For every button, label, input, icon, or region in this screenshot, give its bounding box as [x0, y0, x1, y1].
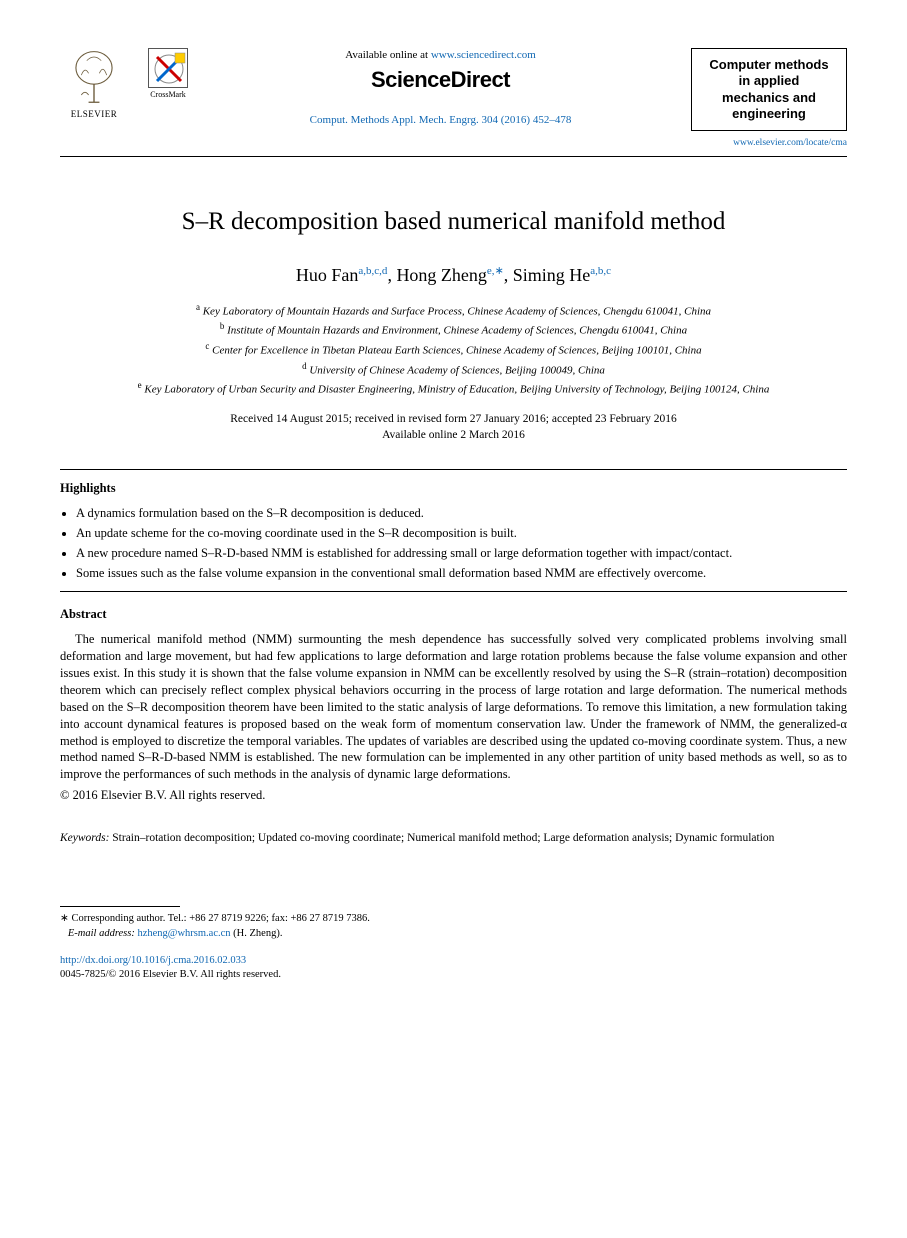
abstract-text: The numerical manifold method (NMM) surm… — [60, 631, 847, 783]
affiliation: Key Laboratory of Mountain Hazards and S… — [203, 306, 711, 318]
article-dates: Received 14 August 2015; received in rev… — [60, 411, 847, 443]
issn-copyright: 0045-7825/© 2016 Elsevier B.V. All right… — [60, 968, 847, 983]
highlights-heading: Highlights — [60, 480, 847, 497]
dates-online: Available online 2 March 2016 — [60, 427, 847, 443]
journal-line: in applied — [698, 73, 840, 89]
affiliation: University of Chinese Academy of Science… — [309, 364, 605, 376]
section-rule — [60, 469, 847, 470]
abstract-section: Abstract The numerical manifold method (… — [60, 606, 847, 804]
sciencedirect-url[interactable]: www.sciencedirect.com — [431, 49, 536, 61]
author-affil-sup: a,b,c — [590, 265, 611, 277]
affiliation: Institute of Mountain Hazards and Enviro… — [227, 325, 687, 337]
header-right: Computer methods in applied mechanics an… — [691, 48, 847, 150]
crossmark-label: CrossMark — [146, 90, 190, 101]
abstract-copyright: © 2016 Elsevier B.V. All rights reserved… — [60, 787, 847, 804]
highlight-item: A new procedure named S–R-D-based NMM is… — [76, 545, 847, 562]
elsevier-tree-icon — [64, 48, 124, 106]
author-affil-sup: e, — [487, 265, 495, 277]
article-title: S–R decomposition based numerical manifo… — [60, 205, 847, 239]
citation-link[interactable]: Comput. Methods Appl. Mech. Engrg. 304 (… — [310, 114, 572, 126]
footnote-star: ∗ — [60, 913, 69, 924]
sciencedirect-brand: ScienceDirect — [190, 65, 691, 95]
doi-block: http://dx.doi.org/10.1016/j.cma.2016.02.… — [60, 954, 847, 983]
elsevier-logo: ELSEVIER — [60, 48, 128, 120]
highlights-list: A dynamics formulation based on the S–R … — [60, 505, 847, 582]
section-rule — [60, 591, 847, 592]
author-name: Hong Zheng — [396, 265, 486, 285]
citation-line: Comput. Methods Appl. Mech. Engrg. 304 (… — [190, 113, 691, 128]
dates-received: Received 14 August 2015; received in rev… — [60, 411, 847, 427]
author-name: Huo Fan — [296, 265, 359, 285]
keywords-section: Keywords: Strain–rotation decomposition;… — [60, 830, 847, 846]
journal-line: mechanics and — [698, 90, 840, 106]
availability-line: Available online at www.sciencedirect.co… — [190, 48, 691, 63]
author-affil-sup: a,b,c,d — [358, 265, 387, 277]
highlights-section: Highlights A dynamics formulation based … — [60, 480, 847, 581]
journal-line: Computer methods — [698, 57, 840, 73]
journal-title-box: Computer methods in applied mechanics an… — [691, 48, 847, 131]
corresponding-line: Corresponding author. Tel.: +86 27 8719 … — [69, 913, 370, 924]
keywords-label: Keywords: — [60, 832, 109, 844]
availability-prefix: Available online at — [345, 49, 431, 61]
affiliation: Center for Excellence in Tibetan Plateau… — [212, 345, 701, 357]
authors-line: Huo Fana,b,c,d, Hong Zhenge,∗, Siming He… — [60, 263, 847, 287]
journal-line: engineering — [698, 106, 840, 122]
affiliations: a Key Laboratory of Mountain Hazards and… — [60, 301, 847, 399]
header-center: Available online at www.sciencedirect.co… — [190, 48, 691, 127]
crossmark-badge[interactable]: CrossMark — [146, 48, 190, 101]
email-label: E-mail address: — [68, 928, 135, 939]
highlight-item: A dynamics formulation based on the S–R … — [76, 505, 847, 522]
header: ELSEVIER CrossMark Available online at w… — [60, 48, 847, 150]
header-rule — [60, 156, 847, 157]
email-suffix: (H. Zheng). — [231, 928, 283, 939]
author-name: Siming He — [513, 265, 591, 285]
corresponding-email[interactable]: hzheng@whrsm.ac.cn — [137, 928, 230, 939]
footnote-rule — [60, 906, 180, 907]
affiliation: Key Laboratory of Urban Security and Dis… — [144, 384, 769, 396]
abstract-heading: Abstract — [60, 606, 847, 623]
corresponding-star: ∗ — [495, 265, 504, 277]
highlight-item: An update scheme for the co-moving coord… — [76, 525, 847, 542]
crossmark-icon — [149, 49, 189, 89]
elsevier-label: ELSEVIER — [71, 108, 118, 120]
corresponding-author: ∗ Corresponding author. Tel.: +86 27 871… — [60, 911, 847, 941]
highlight-item: Some issues such as the false volume exp… — [76, 565, 847, 582]
publisher-logos: ELSEVIER CrossMark — [60, 48, 190, 120]
journal-url[interactable]: www.elsevier.com/locate/cma — [733, 137, 847, 150]
keywords-text: Strain–rotation decomposition; Updated c… — [109, 832, 774, 844]
doi-link[interactable]: http://dx.doi.org/10.1016/j.cma.2016.02.… — [60, 955, 246, 966]
